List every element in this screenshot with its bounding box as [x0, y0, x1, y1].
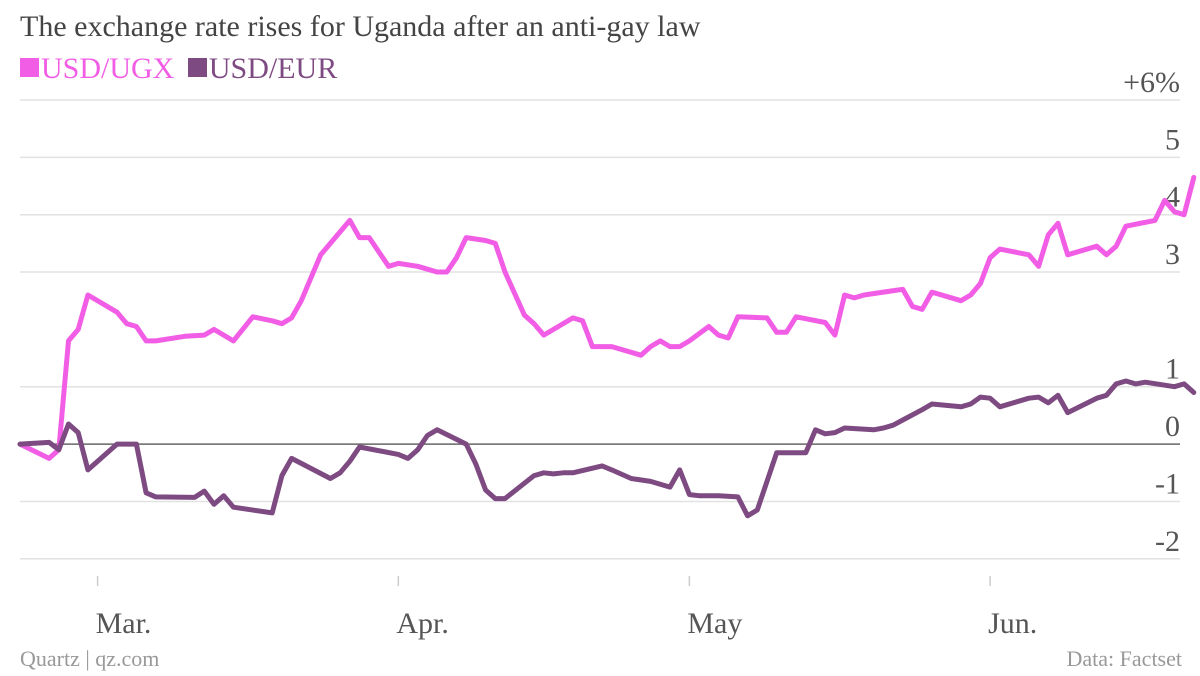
series-line-usd-ugx [17, 174, 1197, 461]
x-axis: Mar. Apr. May Jun. [96, 576, 1037, 640]
x-tick-label: Mar. [96, 607, 152, 640]
y-tick-label: 5 [1165, 123, 1180, 156]
gridlines [20, 99, 1180, 560]
legend: USD/UGX USD/EUR [20, 52, 343, 86]
legend-item-ugx: USD/UGX [20, 52, 174, 86]
publisher-credit: Quartz | qz.com [20, 646, 160, 671]
legend-swatch-ugx [20, 58, 39, 77]
y-tick-label: -2 [1155, 525, 1180, 558]
x-tick-label: May [687, 607, 742, 640]
data-source: Data: Factset [1066, 646, 1182, 671]
legend-label-ugx: USD/UGX [41, 52, 175, 85]
x-tick-label: Jun. [988, 607, 1037, 640]
legend-item-eur: USD/EUR [187, 52, 338, 86]
chart-title: The exchange rate rises for Uganda after… [20, 10, 701, 43]
series-line-usd-eur [17, 378, 1197, 519]
y-tick-label: 0 [1165, 410, 1180, 443]
legend-label-eur: USD/EUR [208, 52, 338, 85]
legend-swatch-eur [187, 58, 207, 77]
y-tick-label: 1 [1165, 353, 1180, 386]
x-tick-label: Apr. [396, 607, 449, 640]
y-tick-label: +6% [1123, 66, 1180, 99]
series-lines [17, 174, 1197, 519]
y-tick-label: 3 [1165, 238, 1180, 271]
y-tick-label: -1 [1155, 467, 1180, 500]
